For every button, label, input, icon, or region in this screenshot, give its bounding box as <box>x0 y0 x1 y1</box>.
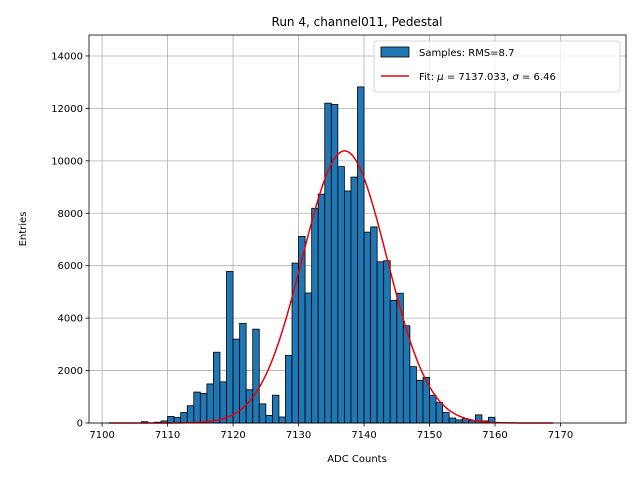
histogram-bar <box>258 403 267 424</box>
legend-bar-swatch <box>380 46 410 58</box>
x-axis-ticks: 7100 7110 7120 7130 7140 7150 7160 7170 <box>89 423 573 441</box>
legend-fit-sigma-symbol: σ <box>512 72 519 83</box>
histogram-bar <box>376 261 385 424</box>
y-axis-ticks: 0 2000 4000 6000 8000 10000 12000 14000 <box>51 51 89 430</box>
histogram-bar <box>167 416 175 424</box>
y-tick-label: 10000 <box>51 156 83 167</box>
legend-fit-mu-symbol: μ <box>436 72 443 83</box>
histogram-bar <box>226 271 234 424</box>
histogram-bar <box>213 351 221 424</box>
chart-title: Run 4, channel011, Pedestal <box>272 15 443 29</box>
histogram-bar <box>442 412 450 424</box>
x-tick-label: 7110 <box>155 430 180 441</box>
histogram-bar <box>252 328 260 424</box>
x-tick-label: 7100 <box>89 430 114 441</box>
legend-fit-prefix: Fit: <box>419 72 437 83</box>
histogram-bar <box>363 231 371 424</box>
x-tick-label: 7120 <box>220 430 245 441</box>
legend-samples-label: Samples: RMS=8.7 <box>419 48 514 59</box>
x-tick-label: 7130 <box>286 430 311 441</box>
histogram-bar <box>265 414 273 424</box>
histogram-bar <box>455 419 463 424</box>
histogram-bar <box>317 193 326 424</box>
histogram-bar <box>396 292 404 424</box>
histogram-bar <box>370 226 378 424</box>
histogram-bar <box>193 391 201 424</box>
y-tick-label: 0 <box>77 419 83 430</box>
histogram-bar <box>383 260 391 424</box>
y-tick-label: 8000 <box>58 209 83 220</box>
y-axis-label: Entries <box>18 212 29 247</box>
legend: Samples: RMS=8.7 Fit: μ = 7137.033, σ = … <box>373 40 621 93</box>
histogram-bar <box>402 325 411 424</box>
x-tick-label: 7160 <box>482 430 507 441</box>
histogram-bar <box>219 381 227 424</box>
x-tick-label: 7170 <box>548 430 573 441</box>
histogram-bar <box>429 394 437 424</box>
histogram-bar <box>186 405 195 424</box>
histogram-bar <box>206 383 214 424</box>
y-tick-label: 12000 <box>51 104 83 115</box>
plot-frame <box>88 34 627 424</box>
legend-box <box>373 40 621 93</box>
histogram-bar <box>180 412 188 424</box>
histogram-bar <box>298 235 306 424</box>
histogram-bar <box>435 402 444 424</box>
y-tick-label: 2000 <box>58 366 83 377</box>
histogram-bar <box>344 190 352 424</box>
legend-fit-label: Fit: μ = 7137.033, σ = 6.46 <box>419 72 556 83</box>
histogram-bar <box>357 86 365 424</box>
y-tick-label: 14000 <box>51 51 83 62</box>
histogram-bar <box>409 366 417 424</box>
x-axis-label: ADC Counts <box>327 454 387 465</box>
histogram-bar <box>350 176 358 424</box>
histogram-bar <box>278 416 286 424</box>
x-tick-label: 7140 <box>351 430 376 441</box>
histogram-bar <box>304 292 313 424</box>
histogram-bar <box>285 354 293 424</box>
histogram-bar <box>389 299 398 424</box>
histogram-bar <box>416 379 424 424</box>
histogram-bar <box>324 102 332 424</box>
legend-fit-mu-value: = 7137.033, <box>444 72 513 83</box>
legend-fit-sigma-value: = 6.46 <box>519 72 556 83</box>
histogram-bar <box>311 207 319 424</box>
histogram-bar <box>199 392 208 424</box>
histogram-bar <box>245 389 254 424</box>
x-tick-label: 7150 <box>417 430 442 441</box>
histogram-bars <box>140 86 496 424</box>
histogram-bar <box>448 417 457 424</box>
y-tick-label: 6000 <box>58 261 83 272</box>
histogram-bar <box>271 394 280 424</box>
y-tick-label: 4000 <box>58 314 83 325</box>
histogram-bar <box>337 166 345 424</box>
histogram-bar <box>330 104 339 424</box>
